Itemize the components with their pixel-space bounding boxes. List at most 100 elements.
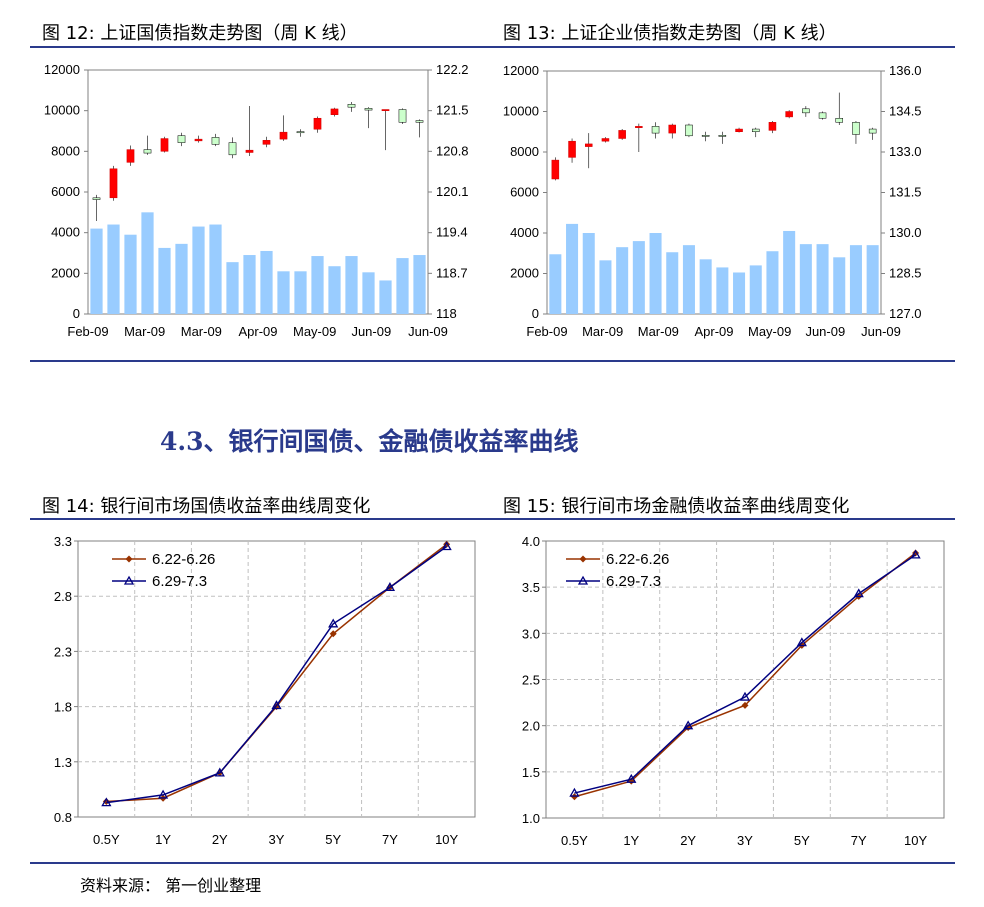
x-axis-tick-label: Mar-09: [638, 324, 679, 339]
candle-body: [398, 109, 407, 123]
right-axis-tick-label: 127.0: [889, 306, 922, 321]
y-axis-tick-label: 4.0: [522, 534, 540, 549]
right-axis-tick-label: 122.2: [436, 62, 469, 77]
right-axis-tick-label: 118: [436, 306, 457, 321]
candle-body: [651, 126, 660, 134]
y-axis-tick-label: 1.0: [522, 811, 540, 826]
candle-body: [364, 108, 373, 111]
legend-marker: [125, 555, 133, 563]
y-axis-tick-label: 1.8: [54, 700, 72, 715]
series-point: [443, 540, 451, 548]
volume-bar: [616, 247, 629, 314]
volume-bar: [226, 262, 239, 314]
x-axis-tick-label: 3Y: [269, 832, 285, 847]
legend-label: 6.29-7.3: [152, 573, 207, 590]
volume-bar: [345, 256, 358, 314]
x-axis-tick-label: Jun-09: [408, 324, 448, 339]
series-point: [741, 701, 749, 709]
x-axis-tick-label: Mar-09: [582, 324, 623, 339]
candle-body: [852, 122, 860, 135]
candle-body: [835, 118, 844, 123]
right-axis-tick-label: 120.1: [436, 184, 469, 199]
candle-body: [279, 131, 288, 140]
x-axis-tick-label: Mar-09: [124, 324, 165, 339]
left-axis-tick-label: 8000: [51, 143, 80, 158]
series-point: [328, 618, 339, 628]
x-axis-tick-label: 10Y: [904, 833, 927, 848]
volume-bar: [766, 251, 779, 314]
volume-bar: [799, 244, 812, 314]
volume-bar: [379, 280, 392, 314]
series-point: [626, 773, 637, 783]
x-axis-tick-label: Feb-09: [67, 324, 108, 339]
series-point: [570, 793, 578, 801]
left-axis-tick-label: 0: [73, 306, 80, 321]
candle-body: [177, 135, 186, 143]
candle-body: [330, 108, 339, 115]
volume-bar: [328, 266, 341, 314]
volume-bar: [124, 234, 137, 314]
candle-body: [381, 109, 390, 111]
volume-bar: [566, 223, 579, 314]
volume-bar: [175, 243, 188, 314]
candle-body: [668, 124, 677, 134]
volume-bar: [849, 245, 862, 314]
volume-bar: [599, 260, 612, 314]
series-point: [796, 637, 807, 647]
series-point: [102, 798, 110, 806]
x-axis-tick-label: Jun-09: [861, 324, 901, 339]
x-axis-tick-label: 3Y: [737, 833, 753, 848]
volume-bar: [396, 258, 409, 314]
volume-bar: [192, 226, 205, 314]
right-axis-tick-label: 120.8: [436, 143, 469, 158]
financial-bond-yield-curve-chart: 1.0 1.5 2.0 2.5 3.0 3.5 4.0 0.5Y 1Y 2Y 3Y 5Y 7Y 10Y 6.…: [522, 534, 945, 848]
candle-body: [718, 135, 727, 137]
volume-bar: [733, 272, 746, 314]
y-axis-tick-label: 2.5: [522, 673, 540, 688]
corporate-bond-kline-chart: 0 2000 4000 6000 8000 10000 12000 127.0 128.5 130…: [503, 63, 922, 339]
series-point: [271, 700, 282, 710]
candle-body: [818, 112, 827, 119]
right-axis-tick-label: 130.0: [889, 225, 922, 240]
x-axis-tick-label: May-09: [293, 324, 336, 339]
bond-index-kline-chart: 0 2000 4000 6000 8000 10000 12000 118 118.7 119.4…: [44, 62, 469, 339]
volume-bar: [816, 244, 829, 314]
volume-bar: [649, 233, 662, 314]
x-axis-tick-label: 5Y: [794, 833, 810, 848]
left-axis-tick-label: 0: [532, 306, 539, 321]
x-axis-tick-label: 5Y: [325, 832, 341, 847]
series-point: [384, 582, 396, 592]
x-axis-tick-label: 1Y: [623, 833, 639, 848]
candle-body: [262, 140, 271, 145]
volume-bar: [783, 230, 796, 314]
volume-bar: [582, 233, 595, 314]
y-axis-tick-label: 3.0: [522, 626, 540, 641]
figure-13-title: 图 13: 上证企业债指数走势图（周 K 线）: [503, 23, 837, 44]
volume-bar: [682, 245, 695, 314]
legend-label: 6.22-6.26: [152, 551, 215, 568]
volume-bar: [749, 265, 762, 314]
right-axis-tick-label: 119.4: [436, 225, 468, 240]
y-axis-tick-label: 0.8: [54, 810, 72, 825]
volume-bar: [294, 271, 307, 314]
series-point: [853, 588, 864, 598]
volume-bar: [716, 267, 729, 314]
x-axis-tick-label: 0.5Y: [561, 833, 588, 848]
x-axis-tick-label: Apr-09: [238, 324, 277, 339]
legend-marker: [577, 575, 589, 585]
candle-body: [347, 104, 356, 108]
candle-body: [751, 128, 760, 133]
left-axis-tick-label: 2000: [51, 265, 80, 280]
candle-body: [568, 140, 576, 158]
candle-body: [685, 124, 693, 137]
candle-body: [551, 159, 560, 180]
left-axis-tick-label: 4000: [510, 225, 539, 240]
candle-body: [245, 149, 254, 153]
series-point: [157, 789, 169, 799]
volume-bar: [260, 250, 273, 314]
series-point: [569, 787, 580, 797]
series-point: [329, 630, 337, 638]
plot-area: [87, 69, 429, 315]
plot-area: [77, 540, 476, 818]
series-point: [683, 720, 694, 730]
